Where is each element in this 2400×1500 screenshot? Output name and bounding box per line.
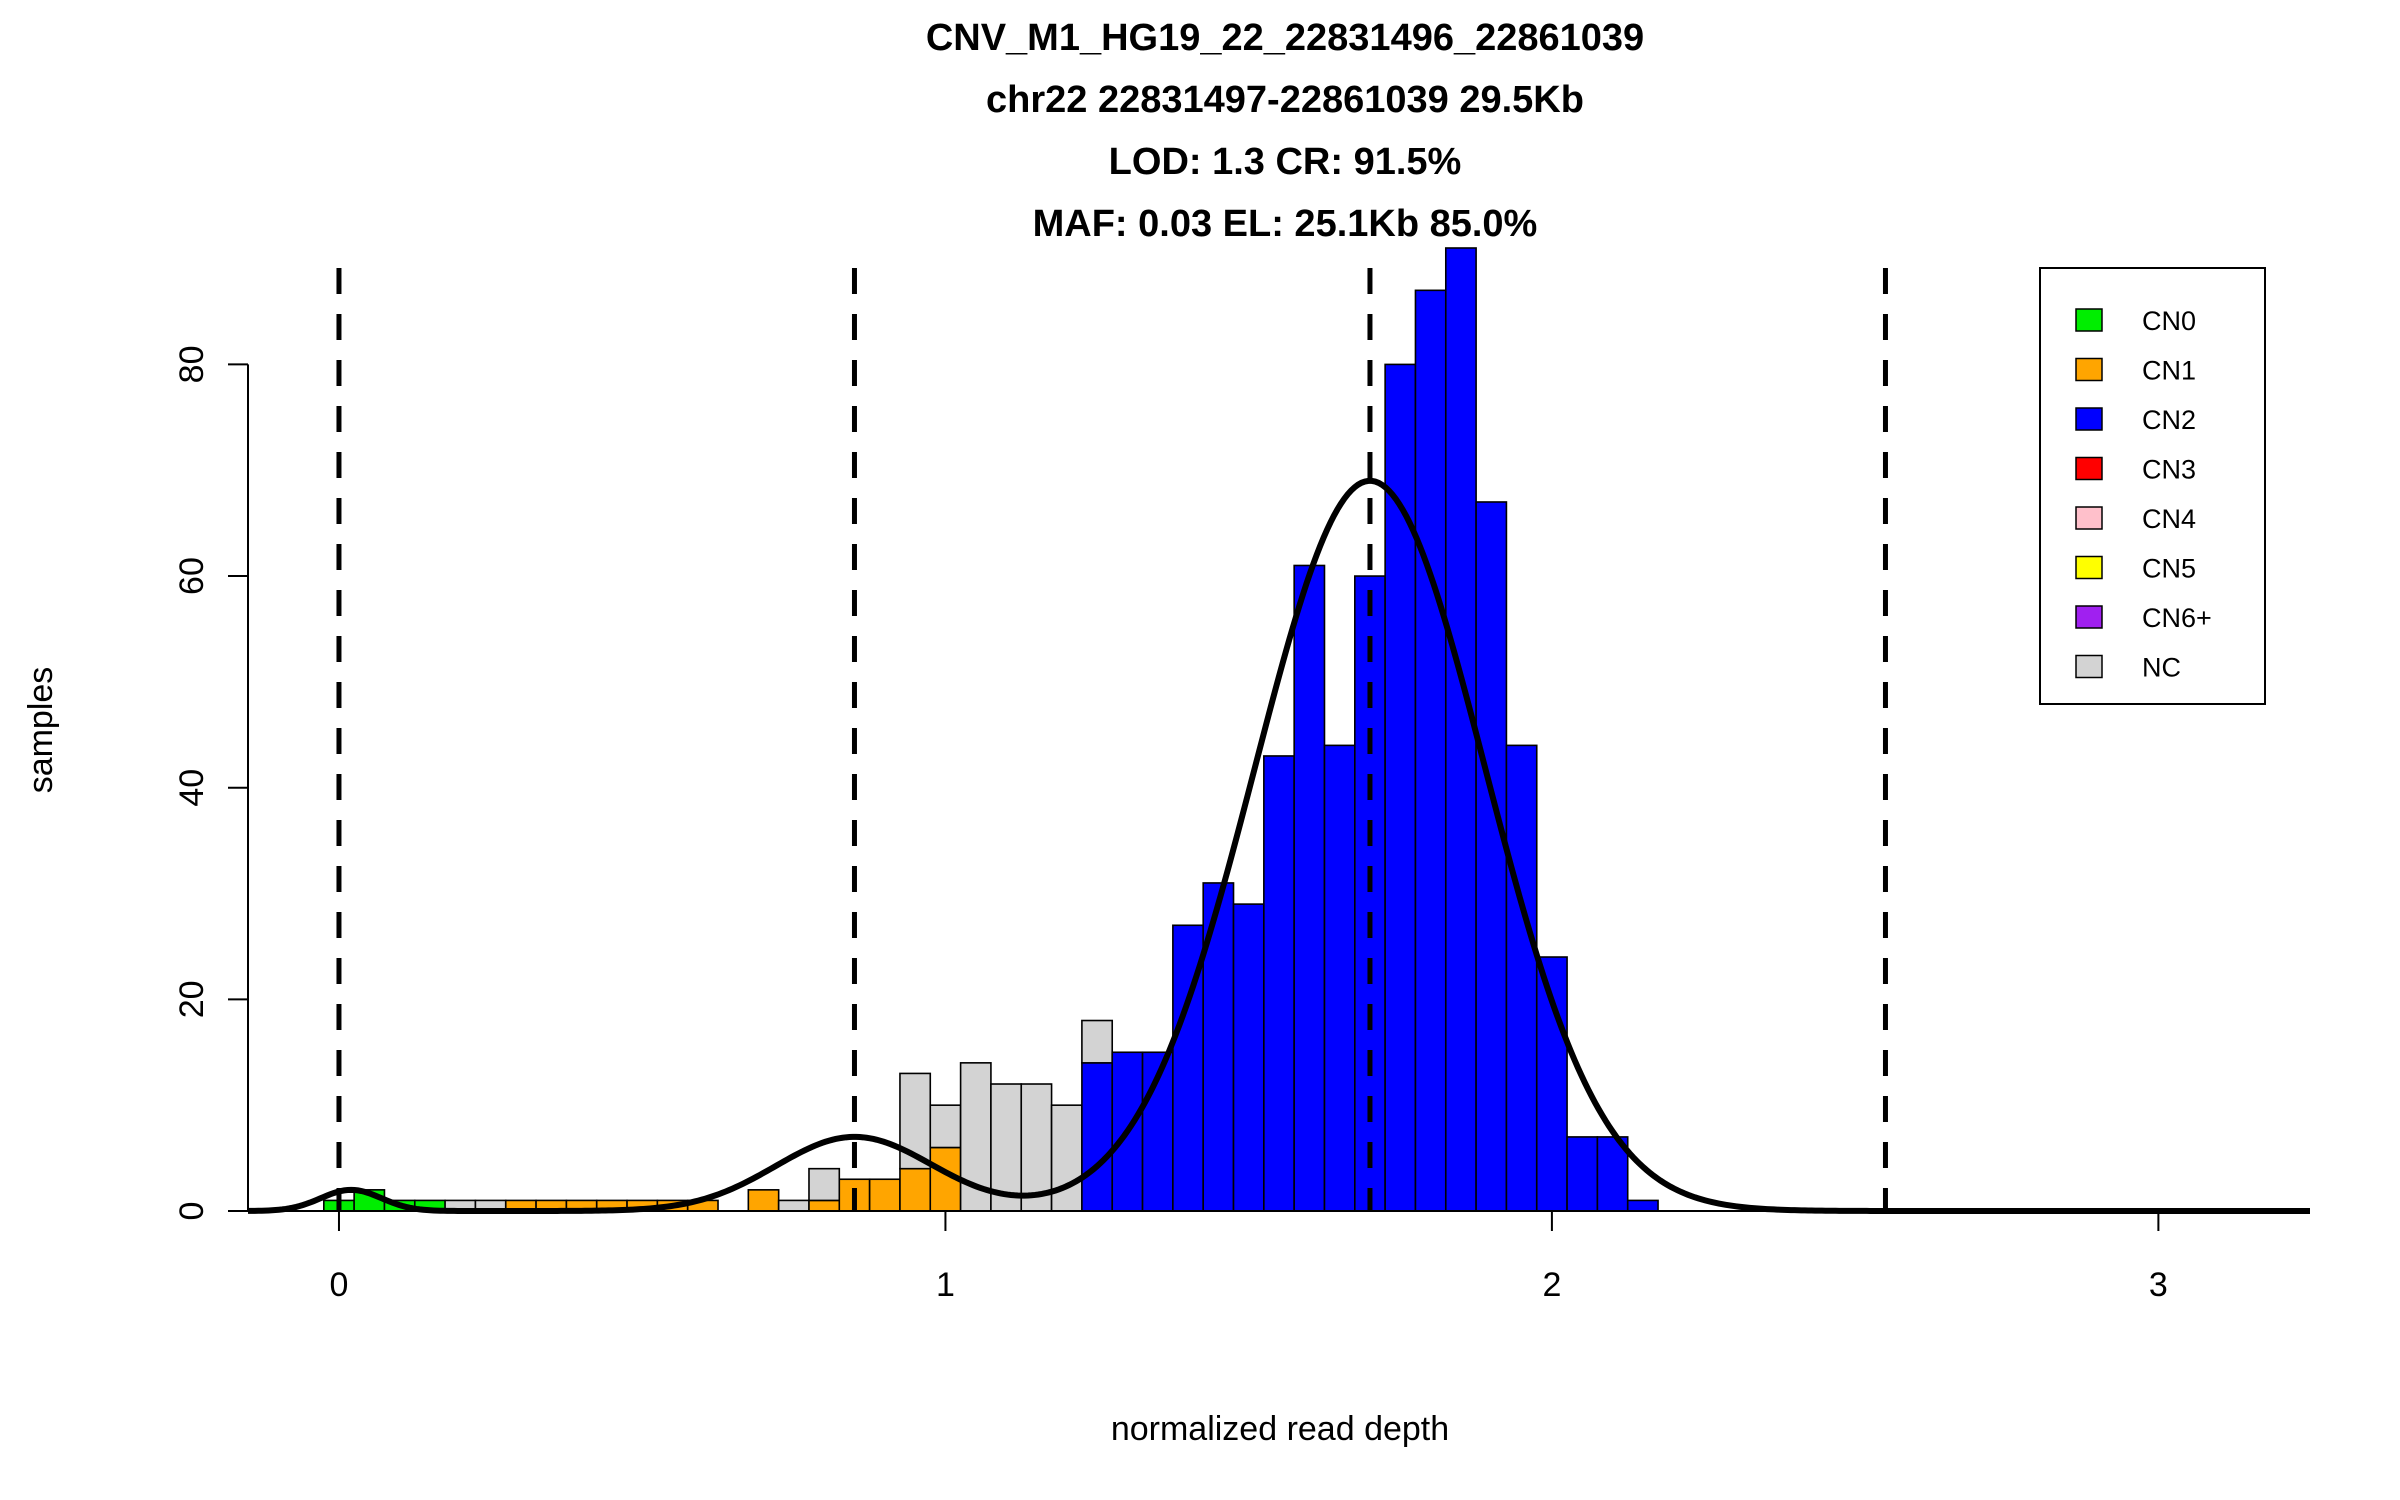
- title-line-4: MAF: 0.03 EL: 25.1Kb 85.0%: [1033, 203, 1538, 245]
- histogram-bar-nc: [808, 1167, 841, 1202]
- histogram-bar-cn2: [1505, 744, 1538, 1212]
- legend-box: [2039, 267, 2266, 705]
- title-line-3: LOD: 1.3 CR: 91.5%: [1109, 141, 1462, 183]
- legend-label-cn5: CN5: [2142, 554, 2196, 584]
- y-axis-label: samples: [22, 667, 60, 794]
- legend-swatch-cn2: [2075, 407, 2103, 431]
- y-tick-label: 80: [173, 345, 211, 383]
- histogram-bar-nc: [1020, 1083, 1053, 1212]
- histogram-bar-cn1: [899, 1167, 932, 1212]
- histogram-bar-cn2: [1566, 1136, 1599, 1212]
- histogram-bar-cn1: [868, 1178, 901, 1212]
- x-tick-label: 0: [330, 1266, 349, 1304]
- histogram-bar-cn2: [1232, 903, 1265, 1212]
- histogram-bar-cn2: [1444, 247, 1477, 1212]
- histogram-bar-cn2: [1475, 501, 1508, 1212]
- x-axis: 0 1 2 3: [248, 1210, 2310, 1304]
- legend-swatch-nc: [2075, 654, 2103, 679]
- histogram-bar-cn2: [1293, 564, 1326, 1212]
- histogram-bar-cn1: [747, 1189, 780, 1212]
- legend-swatch-cn1: [2075, 357, 2103, 382]
- legend-swatch-cn6plus: [2075, 605, 2103, 629]
- histogram-bar-nc: [777, 1199, 810, 1212]
- legend-label-cn1: CN1: [2142, 356, 2196, 386]
- x-axis-label: normalized read depth: [1111, 1410, 1449, 1448]
- y-tick-label: 0: [173, 1202, 211, 1221]
- y-tick-label: 40: [173, 769, 211, 807]
- histogram-bar-nc: [1081, 1019, 1114, 1064]
- histogram-bar-cn2: [1414, 289, 1447, 1212]
- chart-title: CNV_M1_HG19_22_22831496_22861039 chr22 2…: [926, 17, 1644, 245]
- legend-swatch-cn5: [2075, 555, 2103, 580]
- histogram-bar-nc: [929, 1104, 962, 1149]
- histogram-bars: [323, 247, 1659, 1212]
- legend-label-cn3: CN3: [2142, 455, 2196, 485]
- legend: CN0 CN1 CN2 CN3 CN4 CN5 CN6+ NC: [2039, 267, 2266, 705]
- legend-label-cn4: CN4: [2142, 504, 2196, 534]
- title-line-1: CNV_M1_HG19_22_22831496_22861039: [926, 17, 1644, 59]
- legend-label-nc: NC: [2142, 653, 2181, 683]
- legend-swatch-cn0: [2075, 308, 2103, 332]
- legend-swatch-cn3: [2075, 456, 2103, 481]
- y-tick-label: 20: [173, 980, 211, 1018]
- x-tick-label: 1: [936, 1266, 955, 1304]
- histogram-bar-cn1: [808, 1199, 841, 1212]
- histogram-bar-cn2: [1323, 744, 1356, 1212]
- x-tick-label: 2: [1542, 1266, 1561, 1304]
- histogram-bar-cn2: [1263, 755, 1295, 1212]
- y-axis: 0 20 40 60 80: [173, 345, 249, 1221]
- histogram-bar-cn1: [929, 1146, 962, 1212]
- title-line-2: chr22 22831497-22861039 29.5Kb: [986, 79, 1584, 121]
- legend-label-cn6plus: CN6+: [2142, 603, 2212, 633]
- legend-swatch-cn4: [2075, 506, 2103, 530]
- legend-label-cn0: CN0: [2142, 306, 2196, 336]
- histogram-bar-cn2: [1626, 1199, 1659, 1212]
- y-tick-label: 60: [173, 557, 211, 595]
- legend-label-cn2: CN2: [2142, 405, 2196, 435]
- histogram-bar-cn2: [1081, 1062, 1114, 1212]
- x-tick-label: 3: [2149, 1266, 2168, 1304]
- threshold-lines: [336, 268, 1888, 1211]
- histogram-bar-nc: [1050, 1104, 1083, 1212]
